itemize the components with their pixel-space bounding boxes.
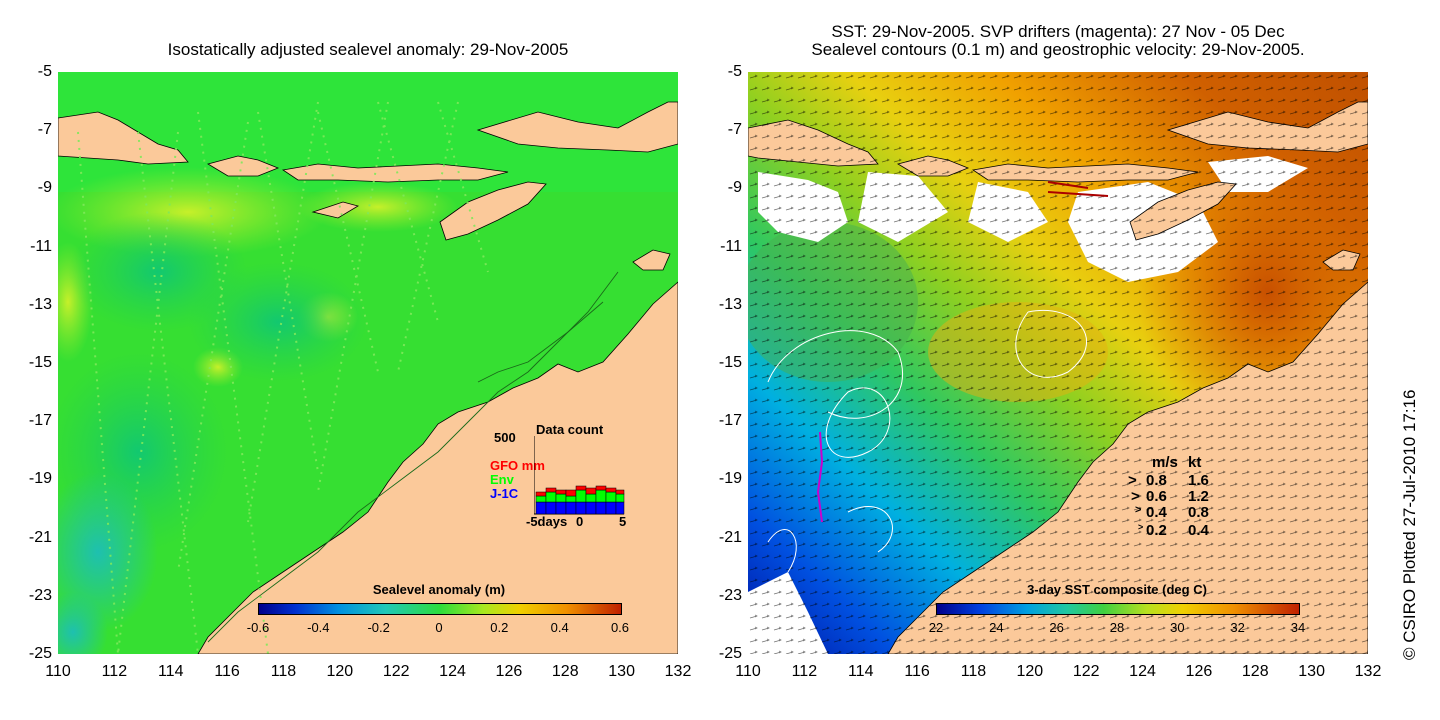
velocity-legend-kt-2: 0.8 — [1188, 504, 1209, 521]
velocity-legend-kt-0: 1.6 — [1188, 472, 1209, 489]
left-x-tick: 114 — [157, 663, 184, 680]
right-x-tick: 132 — [1354, 663, 1382, 680]
left-y-tick: -19 — [28, 470, 52, 488]
velocity-legend-ms-3: 0.2 — [1146, 522, 1167, 539]
right-x-tick: 128 — [1241, 663, 1269, 680]
right-x-tick: 112 — [791, 663, 818, 680]
right-y-tick: -13 — [718, 295, 742, 313]
left-x-tick: 118 — [270, 663, 297, 680]
velocity-legend-arrow-3: > — [1138, 522, 1144, 532]
left-x-tick: 130 — [608, 663, 635, 680]
left-y-tick: -5 — [37, 63, 52, 80]
left-y-tick: -21 — [28, 528, 52, 546]
left-y-tick: -17 — [28, 412, 52, 430]
left-x-tick: 122 — [382, 663, 410, 680]
velocity-legend-ms-2: 0.4 — [1146, 504, 1167, 521]
credit-text: © CSIRO Plotted 27-Jul-2010 17:16 — [1400, 389, 1419, 660]
right-x-tick: 130 — [1298, 663, 1325, 680]
right-y-tick: -21 — [718, 528, 742, 546]
velocity-legend-ms-0: 0.8 — [1146, 472, 1167, 489]
right-colorbar-tick: 26 — [1049, 620, 1064, 635]
left-x-tick: 116 — [214, 663, 240, 680]
velocity-legend-kt-1: 1.2 — [1188, 488, 1209, 505]
right-colorbar-label: 3-day SST composite (deg C) — [1027, 582, 1207, 597]
data-count-x-mid: 0 — [576, 514, 584, 529]
left-colorbar-label: Sealevel anomaly (m) — [372, 582, 506, 597]
left-y-tick: -11 — [30, 237, 52, 255]
left-colorbar-tick: 0 — [435, 620, 443, 635]
data-count-series-j1c: J-1C — [490, 486, 519, 501]
velocity-legend-ms-1: 0.6 — [1146, 488, 1167, 505]
velocity-legend-kt-3: 0.4 — [1188, 522, 1209, 539]
left-colorbar-tick: -0.2 — [367, 620, 390, 635]
data-count-title: Data count — [536, 422, 604, 437]
data-count-x-end: 5 — [619, 514, 627, 529]
left-colorbar-tick: 0.4 — [550, 620, 569, 635]
data-count-bars — [534, 436, 625, 515]
velocity-legend-header-kt: kt — [1188, 454, 1202, 471]
data-count-series-gfo: GFO mm — [490, 458, 545, 473]
left-sealevel-map — [58, 72, 678, 654]
left-x-tick: 124 — [439, 663, 466, 680]
left-x-tick: 120 — [326, 663, 354, 680]
right-y-tick: -25 — [718, 645, 742, 662]
right-y-tick: -19 — [718, 470, 742, 488]
right-y-tick: -23 — [718, 586, 742, 604]
right-x-tick: 120 — [1016, 663, 1044, 680]
right-panel-title-line1: SST: 29-Nov-2005. SVP drifters (magenta)… — [831, 22, 1285, 41]
left-colorbar — [258, 603, 622, 615]
right-panel-title-line2: Sealevel contours (0.1 m) and geostrophi… — [811, 40, 1305, 59]
right-colorbar-tick: 32 — [1230, 620, 1245, 635]
right-y-tick: -9 — [727, 179, 742, 197]
right-colorbar-tick: 22 — [928, 620, 944, 635]
data-count-series-env: Env — [490, 472, 514, 487]
right-colorbar-tick: 24 — [989, 620, 1004, 635]
left-colorbar-tick: 0.6 — [610, 620, 630, 635]
velocity-legend-arrow-1: > — [1131, 488, 1140, 505]
right-x-tick: 118 — [960, 663, 987, 680]
right-colorbar-tick: 28 — [1109, 620, 1125, 635]
left-y-tick: -25 — [28, 645, 52, 662]
left-colorbar-tick: -0.6 — [246, 620, 270, 635]
right-y-tick: -15 — [718, 354, 742, 371]
right-colorbar-tick: 30 — [1170, 620, 1185, 635]
left-x-tick: 126 — [495, 663, 523, 680]
left-y-tick: -23 — [28, 586, 52, 604]
left-x-tick: 132 — [664, 663, 692, 680]
right-x-tick: 114 — [847, 663, 874, 680]
data-count-max-label: 500 — [494, 430, 516, 445]
left-y-tick: -7 — [37, 121, 52, 139]
left-x-tick: 110 — [45, 663, 71, 680]
right-x-tick: 126 — [1185, 663, 1213, 680]
data-count-x-start: -5days — [526, 514, 568, 529]
right-x-tick: 124 — [1129, 663, 1156, 680]
right-sst-map — [748, 72, 1368, 654]
right-y-tick: -7 — [727, 121, 742, 139]
right-colorbar-tick: 34 — [1290, 620, 1306, 635]
right-y-tick: -5 — [727, 63, 742, 80]
right-y-tick: -17 — [718, 412, 742, 430]
left-y-tick: -13 — [28, 295, 52, 313]
left-colorbar-tick: 0.2 — [490, 620, 509, 635]
right-x-tick: 110 — [735, 663, 761, 680]
left-x-tick: 112 — [101, 663, 128, 680]
right-y-tick: -11 — [720, 237, 742, 255]
left-x-tick: 128 — [551, 663, 579, 680]
left-panel-title: Isostatically adjusted sealevel anomaly:… — [167, 40, 569, 59]
right-colorbar — [936, 603, 1300, 615]
velocity-legend-arrow-0: > — [1128, 472, 1137, 489]
left-colorbar-tick: -0.4 — [307, 620, 330, 635]
right-x-tick: 116 — [904, 663, 930, 680]
velocity-legend-header-ms: m/s — [1152, 454, 1178, 471]
left-y-tick: -9 — [37, 179, 52, 197]
right-x-tick: 122 — [1072, 663, 1100, 680]
velocity-legend-arrow-2: > — [1135, 504, 1142, 516]
left-y-tick: -15 — [28, 354, 52, 371]
